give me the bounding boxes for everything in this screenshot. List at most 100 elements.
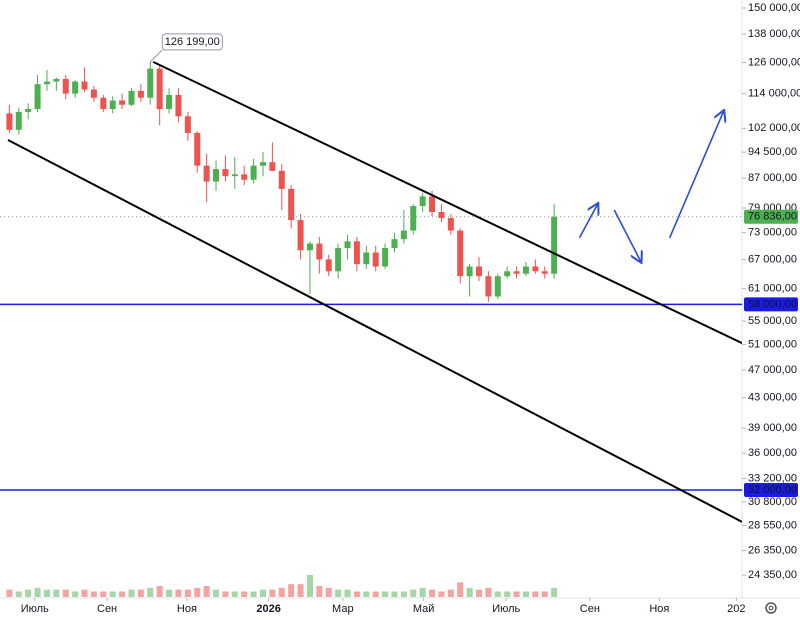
trend-line	[152, 61, 742, 344]
candle-body	[278, 170, 285, 189]
volume-bar	[457, 582, 464, 597]
candle-body	[306, 243, 313, 251]
candle-body	[297, 220, 304, 251]
forecast-arrow	[578, 203, 599, 239]
volume-bar	[43, 589, 50, 597]
settings-icon[interactable]	[765, 602, 777, 614]
y-tick-label: 55 000,00	[748, 315, 797, 327]
candle-body	[81, 81, 88, 90]
volume-bar	[335, 589, 342, 597]
y-tick-label: 30 800,00	[748, 496, 797, 508]
candle-body	[250, 165, 257, 180]
volume-bar	[316, 586, 323, 597]
x-tick-label: 202	[727, 603, 745, 615]
volume-bar	[306, 575, 313, 597]
candle-body	[372, 252, 379, 267]
x-tick-label: Сен	[580, 603, 600, 615]
volume-bar	[222, 591, 229, 597]
candle-body	[447, 218, 454, 231]
volume-bar	[325, 587, 332, 597]
annotation-box	[161, 33, 223, 51]
x-tick-label: Ноя	[177, 603, 197, 615]
volume-bar	[438, 591, 445, 597]
candle-body	[15, 111, 22, 130]
volume-bar	[382, 591, 389, 597]
volume-bar	[137, 589, 144, 597]
candle-body	[494, 276, 501, 297]
volume-bar	[53, 589, 60, 597]
level-label-box	[744, 482, 798, 497]
y-tick-label: 94 500,00	[748, 146, 797, 158]
volume-bar	[344, 589, 351, 597]
volume-bar	[25, 589, 32, 597]
candle-body	[288, 188, 295, 221]
candle-body	[259, 162, 266, 166]
volume-bar	[372, 591, 379, 597]
volume-bar	[241, 591, 248, 597]
volume-bar	[147, 587, 154, 597]
candle-body	[335, 247, 342, 272]
volume-bar	[100, 591, 107, 597]
candle-body	[419, 196, 426, 207]
candle-body	[109, 100, 116, 110]
y-tick-label: 87 000,00	[748, 172, 797, 184]
candle-body	[410, 206, 417, 231]
volume-bar	[194, 587, 201, 597]
y-tick-label: 126 000,00	[748, 56, 800, 68]
y-tick-label: 73 000,00	[748, 227, 797, 239]
y-tick-label: 114 000,00	[748, 88, 800, 100]
x-tick-label: Май	[413, 603, 435, 615]
volume-bar	[476, 589, 483, 597]
y-tick-label: 28 550,00	[748, 519, 797, 531]
candle-body	[53, 78, 60, 82]
volume-bar	[213, 589, 220, 597]
volume-bar	[391, 591, 398, 597]
candle-body	[344, 241, 351, 248]
candle-body	[213, 169, 220, 182]
volume-bar	[532, 591, 539, 597]
candle-body	[231, 174, 238, 177]
candle-body	[325, 259, 332, 272]
candle-body	[137, 90, 144, 98]
candle-body	[72, 81, 79, 94]
candle-body	[90, 89, 97, 98]
volume-bar	[119, 591, 126, 597]
annotation-pointer	[149, 49, 163, 63]
y-tick-label: 39 000,00	[748, 422, 797, 434]
volume-bar	[259, 589, 266, 597]
volume-bar	[62, 589, 69, 597]
volume-bar	[522, 591, 529, 597]
plot-area	[0, 61, 742, 597]
y-tick-label: 51 000,00	[748, 338, 797, 350]
y-tick-label: 33 200,00	[748, 472, 797, 484]
level-label-box	[744, 297, 798, 312]
volume-bar	[419, 587, 426, 597]
candle-body	[128, 90, 135, 105]
volume-bar	[231, 591, 238, 597]
volume-bar	[466, 587, 473, 597]
x-tick-label: Сен	[97, 603, 117, 615]
volume-bar	[175, 589, 182, 597]
volume-bar	[410, 589, 417, 597]
x-tick-label: Ноя	[649, 603, 669, 615]
annotation-label: 126 199,00	[165, 36, 220, 48]
candle-body	[382, 247, 389, 267]
volume-bar	[15, 591, 22, 597]
forecast-arrow	[613, 209, 641, 263]
volume-bar	[288, 584, 295, 597]
y-tick-label: 43 000,00	[748, 392, 797, 404]
volume-bar	[504, 591, 511, 597]
volume-bar	[34, 587, 41, 597]
volume-bar	[156, 586, 163, 597]
candle-body	[400, 230, 407, 240]
x-tick-label: Мар	[332, 603, 354, 615]
volume-bar	[363, 591, 370, 597]
trend-line	[7, 139, 742, 523]
candle-body	[391, 239, 398, 248]
candle-body	[316, 243, 323, 260]
x-tick-label: Июль	[21, 603, 49, 615]
candle-body	[222, 169, 229, 177]
volume-bar	[203, 586, 210, 597]
